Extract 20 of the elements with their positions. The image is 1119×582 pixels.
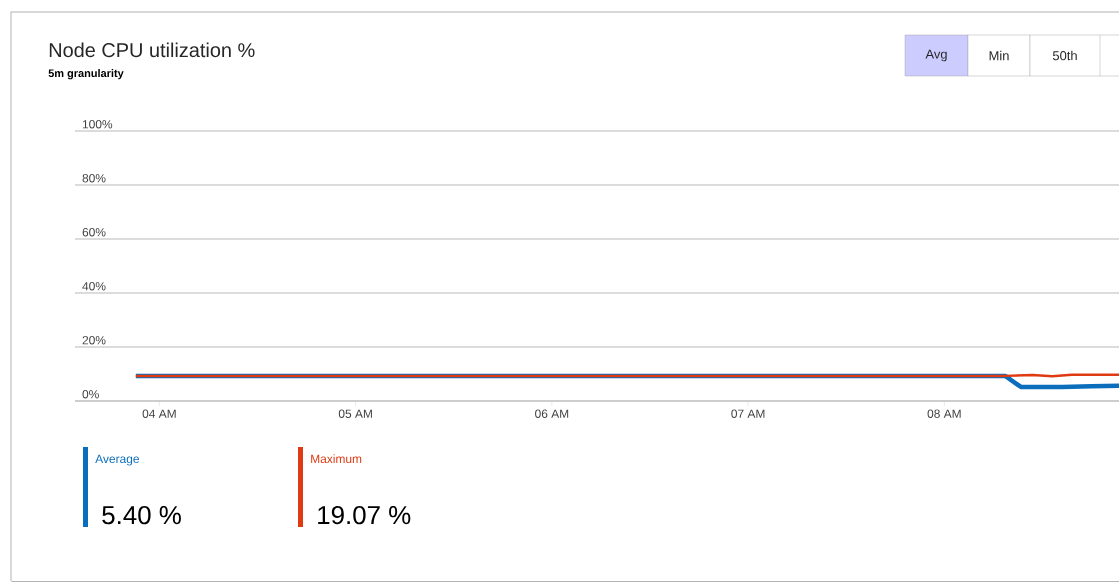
text: Avg xyxy=(925,49,947,62)
x-tick-label: 08 AM xyxy=(927,409,961,418)
x-tick-label: 05 AM xyxy=(338,409,372,418)
y-tick-label: 0% xyxy=(82,390,99,399)
text: 19.07 % xyxy=(318,505,411,525)
chart-subtitle: 5m granularity xyxy=(48,69,124,80)
y-tick-label: 60% xyxy=(82,228,106,237)
x-tick-label: 04 AM xyxy=(142,409,176,418)
text: Min xyxy=(989,50,1009,61)
text: Average xyxy=(95,454,139,466)
text: 5.40 % xyxy=(102,505,181,525)
x-tick-label: 07 AM xyxy=(731,409,765,418)
x-tick-label: 06 AM xyxy=(535,409,569,418)
y-tick-label: 100% xyxy=(82,120,113,129)
y-tick-label: 80% xyxy=(82,174,106,183)
y-tick-label: 20% xyxy=(82,336,106,345)
text: 50th xyxy=(1052,50,1077,61)
y-tick-label: 40% xyxy=(82,282,106,291)
text: Maximum xyxy=(311,454,362,464)
chart-title: Node CPU utilization % xyxy=(49,42,255,58)
